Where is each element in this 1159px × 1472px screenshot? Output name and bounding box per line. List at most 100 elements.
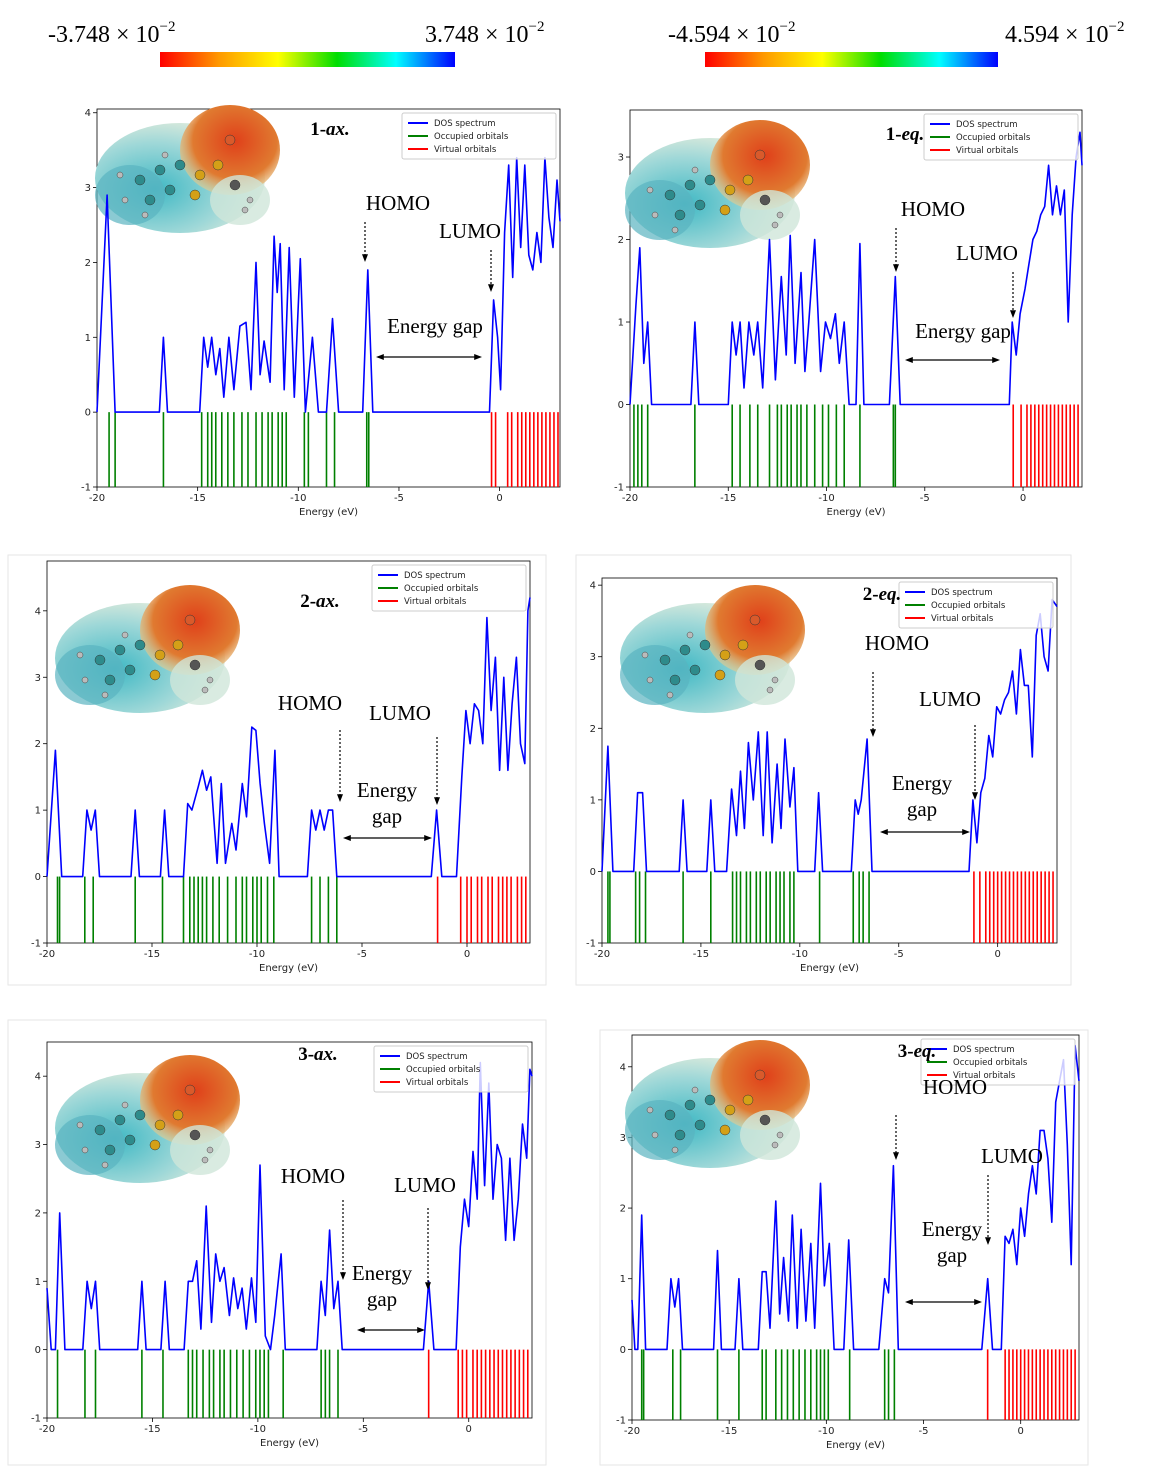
atom — [679, 644, 691, 656]
atom — [121, 196, 129, 204]
arrow-head — [362, 254, 368, 262]
legend-label: DOS spectrum — [953, 1045, 1015, 1055]
atom — [81, 1146, 89, 1154]
atom — [694, 1119, 706, 1131]
y-tick-label: -1 — [616, 1416, 626, 1427]
arrow-head — [425, 1282, 431, 1290]
x-tick-label: -10 — [290, 493, 306, 504]
atom — [689, 664, 701, 676]
y-tick-label: 4 — [35, 1072, 41, 1083]
chart-title: 2-eq. — [863, 584, 902, 605]
legend-box — [923, 113, 1079, 161]
x-tick-label: -20 — [594, 949, 610, 960]
arrow-head — [972, 792, 978, 800]
gap-label: gap — [907, 797, 937, 821]
arrow-head — [893, 1152, 899, 1160]
atom — [124, 664, 136, 676]
arrow-head — [893, 264, 899, 272]
y-tick-label: 4 — [590, 581, 596, 592]
legend-label: Virtual orbitals — [931, 614, 994, 624]
molecule-surface — [625, 1100, 695, 1160]
y-tick-label: -1 — [31, 1414, 41, 1425]
lumo-label: LUMO — [439, 219, 501, 243]
molecule-surface — [210, 175, 270, 225]
atom — [154, 1119, 166, 1131]
atom — [719, 204, 731, 216]
atom — [651, 211, 659, 219]
x-tick-label: -20 — [89, 493, 105, 504]
x-tick-label: -15 — [693, 949, 709, 960]
arrow-head — [905, 357, 913, 363]
atom — [76, 1121, 84, 1129]
x-axis-label: Energy (eV) — [299, 507, 358, 518]
y-tick-label: 3 — [620, 1133, 626, 1144]
atom — [669, 674, 681, 686]
title-conformer: ax. — [314, 1044, 338, 1065]
atom — [719, 1124, 731, 1136]
y-tick-label: -1 — [81, 483, 91, 494]
title-number: 3- — [898, 1041, 914, 1062]
molecule-surface — [95, 165, 165, 225]
y-tick-label: 0 — [35, 872, 41, 883]
colorbar — [705, 52, 998, 67]
x-tick-label: -5 — [358, 1424, 368, 1435]
y-tick-label: 2 — [35, 739, 41, 750]
y-tick-label: 0 — [590, 867, 596, 878]
arrow-head — [357, 1327, 365, 1333]
atom — [704, 1094, 716, 1106]
atom — [694, 199, 706, 211]
atom — [81, 676, 89, 684]
atom — [704, 174, 716, 186]
atom — [759, 194, 771, 206]
atom — [724, 1104, 736, 1116]
atom — [201, 1156, 209, 1164]
x-tick-label: 0 — [496, 493, 502, 504]
x-tick-label: 0 — [1020, 493, 1026, 504]
atom — [184, 1084, 196, 1096]
molecule-map — [55, 1055, 240, 1183]
colorbar — [160, 52, 455, 67]
y-tick-label: 2 — [35, 1208, 41, 1219]
atom — [724, 184, 736, 196]
x-tick-label: -5 — [357, 949, 367, 960]
atom — [101, 1161, 109, 1169]
x-tick-label: -10 — [792, 949, 808, 960]
colorbar-label: -3.748 × 10−2 — [48, 19, 176, 48]
dos-line — [601, 598, 1058, 873]
legend-box — [373, 1045, 529, 1093]
arrow-head — [985, 1237, 991, 1245]
molecule-surface — [705, 585, 805, 675]
y-tick-label: 0 — [85, 408, 91, 419]
legend-label: DOS spectrum — [406, 1052, 468, 1062]
x-tick-label: -20 — [39, 1424, 55, 1435]
arrow-head — [337, 794, 343, 802]
atom — [776, 211, 784, 219]
arrow-head — [340, 1272, 346, 1280]
molecule-map — [625, 120, 810, 248]
atom — [141, 211, 149, 219]
legend-box — [401, 112, 557, 160]
panel-frame — [7, 554, 547, 986]
legend-label: Virtual orbitals — [404, 597, 467, 607]
y-tick-label: 3 — [35, 1140, 41, 1151]
atom — [224, 134, 236, 146]
legend-label: DOS spectrum — [404, 571, 466, 581]
atom — [754, 659, 766, 671]
atom — [759, 1114, 771, 1126]
arrow-head — [343, 835, 351, 841]
atom — [114, 644, 126, 656]
title-number: 2- — [300, 591, 316, 612]
homo-label: HOMO — [901, 197, 965, 221]
arrow-head — [474, 354, 482, 360]
gap-label: gap — [367, 1287, 397, 1311]
y-tick-label: 3 — [35, 673, 41, 684]
homo-label: HOMO — [923, 1075, 987, 1099]
chart-title: 2-ax. — [300, 591, 340, 612]
x-tick-label: -5 — [920, 493, 930, 504]
x-tick-label: 0 — [1018, 1426, 1024, 1437]
y-tick-label: 3 — [85, 183, 91, 194]
legend-label: Occupied orbitals — [956, 133, 1031, 143]
colorbar-label: 4.594 × 10−2 — [1005, 19, 1125, 48]
atom — [749, 614, 761, 626]
